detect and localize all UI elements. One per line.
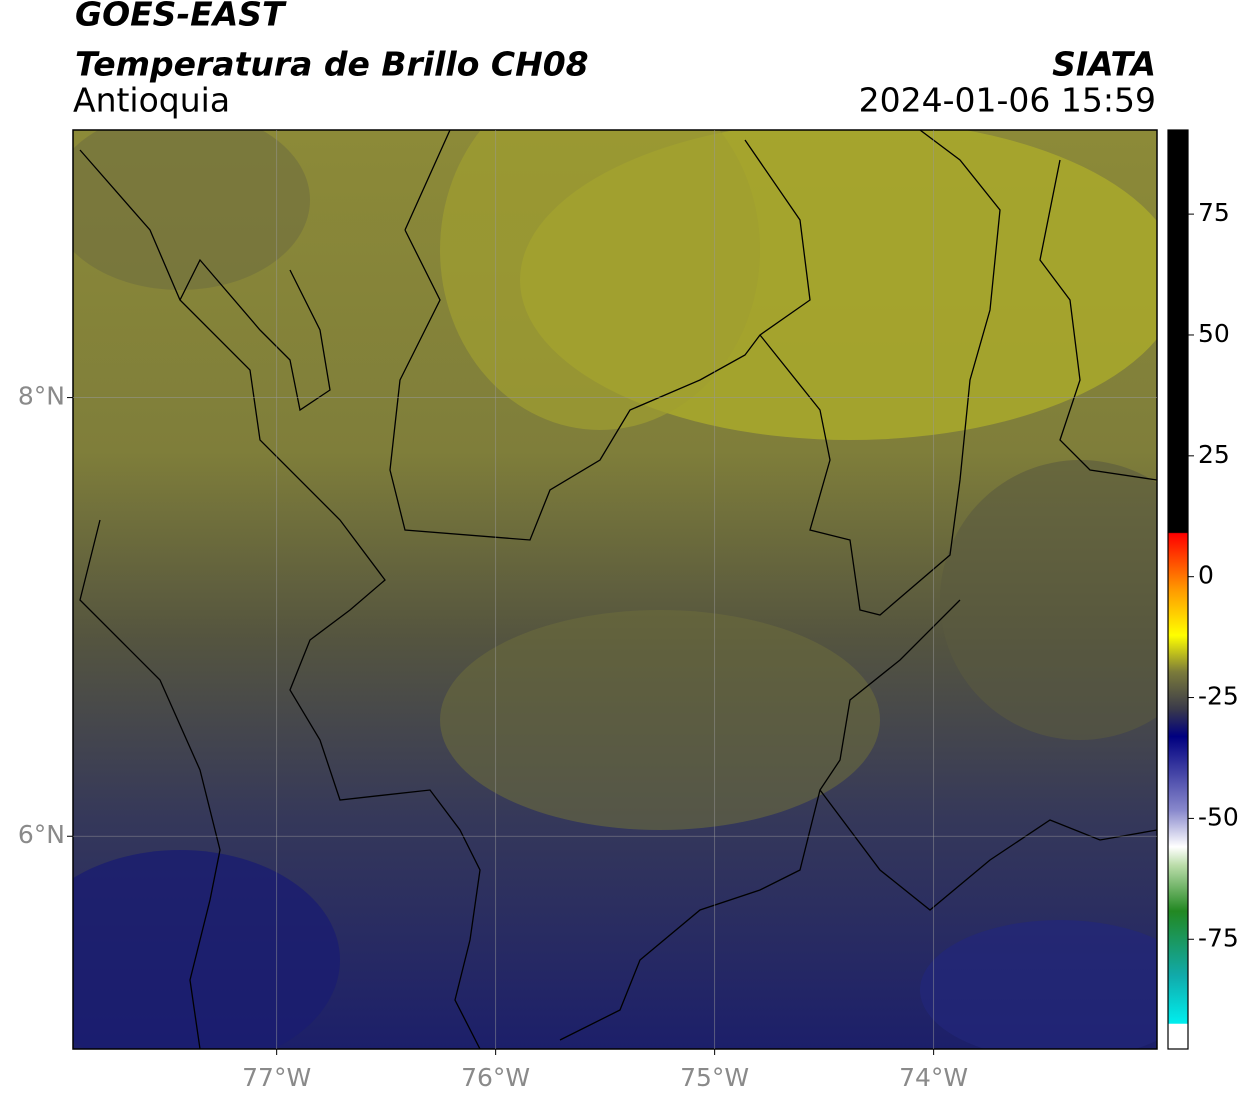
x-tick-label: 75°W xyxy=(680,1063,749,1092)
colorbar-tick-label: 75 xyxy=(1198,198,1230,227)
satellite-image xyxy=(73,130,1157,1049)
colorbar-tick-label: 0 xyxy=(1198,561,1214,590)
colorbar-tick-label: -50 xyxy=(1198,802,1239,831)
colorbar-tick-label: -75 xyxy=(1198,923,1239,952)
subtitle: Temperatura de Brillo CH08 xyxy=(75,45,589,84)
y-tick-label: 6°N xyxy=(18,820,65,849)
colorbar-tick-label: 50 xyxy=(1198,319,1230,348)
map-frame xyxy=(72,129,1158,1050)
y-tick-label: 8°N xyxy=(18,382,65,411)
source: SIATA xyxy=(1052,45,1156,84)
region: Antioquia xyxy=(73,81,230,120)
colorbar-tick-label: 25 xyxy=(1198,440,1230,469)
x-tick-label: 74°W xyxy=(899,1063,968,1092)
x-tick-label: 77°W xyxy=(242,1063,311,1092)
timestamp: 2024-01-06 15:59 xyxy=(859,81,1156,120)
colorbar xyxy=(1167,129,1189,1050)
title: GOES-EAST xyxy=(75,0,287,34)
x-tick-label: 76°W xyxy=(461,1063,530,1092)
colorbar-tick-label: -25 xyxy=(1198,682,1239,711)
